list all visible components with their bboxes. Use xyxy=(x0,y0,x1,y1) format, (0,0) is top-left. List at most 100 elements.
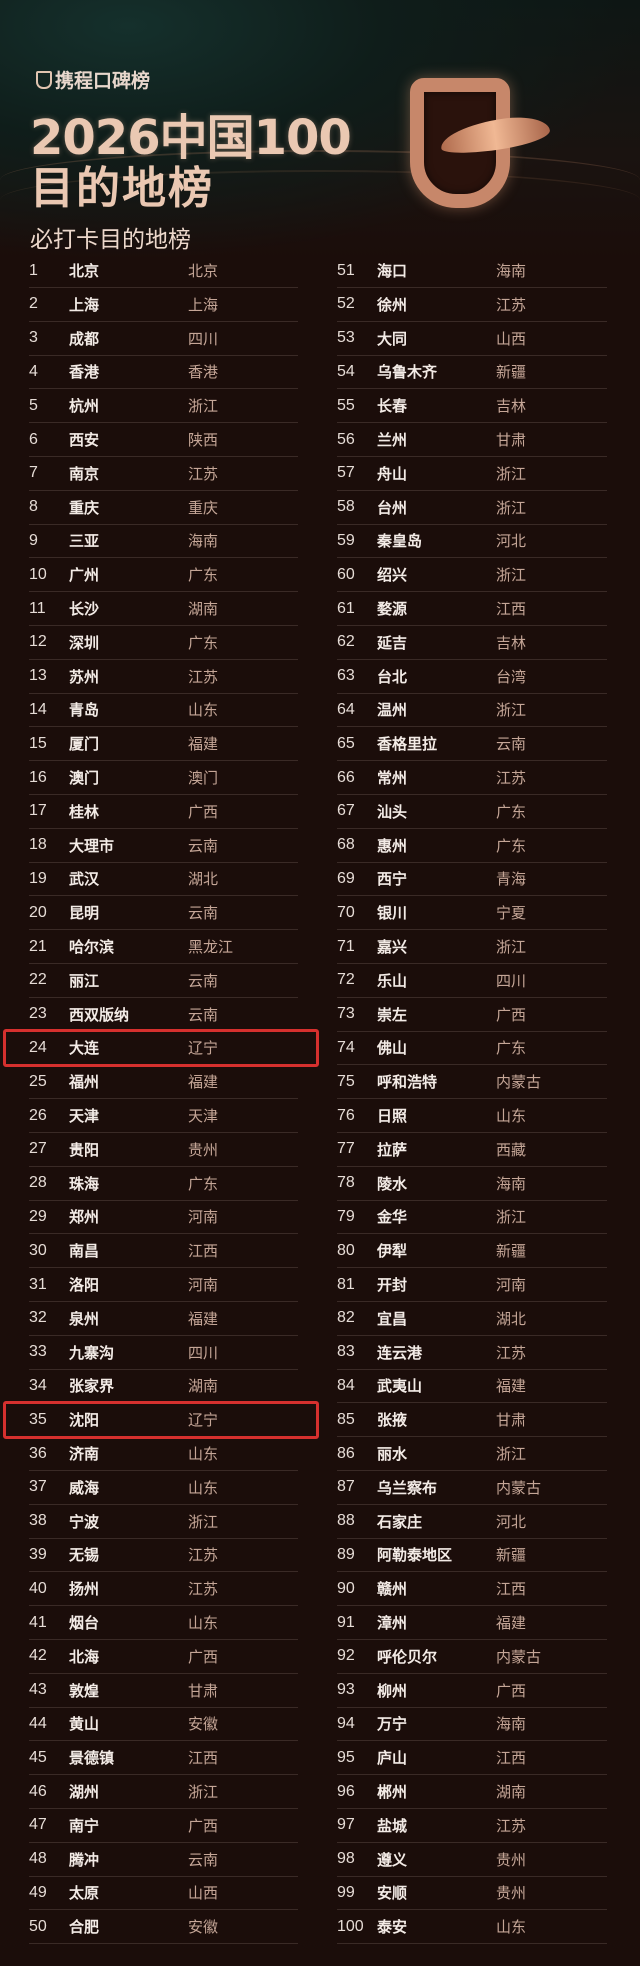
province-name: 台湾 xyxy=(496,667,527,686)
province-name: 福建 xyxy=(188,1309,219,1328)
ranking-row: 81 开封 河南 xyxy=(337,1268,607,1302)
ranking-row: 24 大连 辽宁 xyxy=(29,1031,298,1066)
rank-number: 46 xyxy=(29,1782,47,1800)
province-name: 浙江 xyxy=(496,498,527,517)
city-name: 拉萨 xyxy=(377,1140,408,1159)
ranking-row: 45 景德镇 江西 xyxy=(29,1741,298,1776)
province-name: 浙江 xyxy=(496,701,527,720)
city-name: 伊犁 xyxy=(377,1242,408,1261)
rank-number: 12 xyxy=(29,633,47,651)
ranking-row: 70 银川 宁夏 xyxy=(337,896,607,931)
province-name: 山东 xyxy=(188,1445,219,1463)
city-name: 敦煌 xyxy=(69,1681,100,1700)
rank-number: 2 xyxy=(29,295,38,313)
city-name: 婺源 xyxy=(377,600,408,618)
rank-number: 53 xyxy=(337,329,355,347)
ranking-row: 72 乐山 四川 xyxy=(337,964,607,998)
province-name: 福建 xyxy=(496,1377,527,1396)
province-name: 江苏 xyxy=(496,1343,527,1362)
province-name: 浙江 xyxy=(496,1445,527,1463)
ranking-row: 19 武汉 湖北 xyxy=(29,862,298,897)
rank-number: 88 xyxy=(337,1512,355,1530)
decorative-wave xyxy=(0,150,640,210)
city-name: 北京 xyxy=(69,262,100,280)
rank-number: 73 xyxy=(337,1005,355,1023)
ranking-row: 77 拉萨 西藏 xyxy=(337,1133,607,1167)
province-name: 北京 xyxy=(188,262,219,280)
city-name: 哈尔滨 xyxy=(69,938,115,956)
city-name: 台州 xyxy=(377,498,408,517)
rank-number: 87 xyxy=(337,1478,355,1496)
province-name: 江西 xyxy=(496,1580,527,1599)
rank-number: 68 xyxy=(337,836,355,854)
rank-number: 60 xyxy=(337,565,355,583)
province-name: 广东 xyxy=(188,1174,219,1193)
ranking-row: 39 无锡 江苏 xyxy=(29,1538,298,1573)
rank-number: 41 xyxy=(29,1613,47,1631)
province-name: 安徽 xyxy=(188,1715,219,1734)
rank-number: 98 xyxy=(337,1850,355,1868)
city-name: 香港 xyxy=(69,363,100,382)
province-name: 江西 xyxy=(188,1749,219,1768)
province-name: 福建 xyxy=(188,735,219,754)
city-name: 开封 xyxy=(377,1276,408,1294)
rank-number: 86 xyxy=(337,1444,355,1462)
city-name: 呼伦贝尔 xyxy=(377,1647,438,1666)
city-name: 香格里拉 xyxy=(377,735,438,754)
city-name: 盐城 xyxy=(377,1816,408,1835)
city-name: 石家庄 xyxy=(377,1512,423,1531)
city-name: 长沙 xyxy=(69,600,100,618)
rank-number: 22 xyxy=(29,971,47,989)
city-name: 沈阳 xyxy=(69,1411,100,1430)
ranking-row: 2 上海 上海 xyxy=(29,288,298,322)
city-name: 兰州 xyxy=(377,431,408,449)
city-name: 成都 xyxy=(69,329,100,348)
rank-number: 56 xyxy=(337,430,355,448)
rank-number: 63 xyxy=(337,667,355,685)
city-name: 洛阳 xyxy=(69,1276,100,1294)
rank-number: 26 xyxy=(29,1106,47,1124)
city-name: 宁波 xyxy=(69,1512,100,1531)
city-name: 昆明 xyxy=(69,904,100,923)
rank-number: 17 xyxy=(29,802,47,820)
rank-number: 72 xyxy=(337,971,355,989)
province-name: 陕西 xyxy=(188,431,219,449)
rank-number: 14 xyxy=(29,700,47,718)
ranking-row: 66 常州 江苏 xyxy=(337,761,607,795)
rank-number: 36 xyxy=(29,1444,47,1462)
rank-number: 25 xyxy=(29,1072,47,1090)
province-name: 湖北 xyxy=(188,870,219,889)
rank-number: 66 xyxy=(337,768,355,786)
ranking-row: 90 赣州 江西 xyxy=(337,1572,607,1607)
rank-number: 52 xyxy=(337,295,355,313)
rank-number: 84 xyxy=(337,1376,355,1394)
city-name: 漳州 xyxy=(377,1614,408,1632)
rank-number: 70 xyxy=(337,903,355,921)
city-name: 黄山 xyxy=(69,1715,100,1734)
rank-number: 21 xyxy=(29,937,47,955)
province-name: 广西 xyxy=(188,802,219,821)
ranking-row: 40 扬州 江苏 xyxy=(29,1572,298,1607)
province-name: 云南 xyxy=(188,971,219,990)
province-name: 贵州 xyxy=(496,1850,527,1869)
province-name: 云南 xyxy=(188,1850,219,1869)
rank-number: 80 xyxy=(337,1241,355,1259)
decorative-wave xyxy=(0,170,640,230)
rank-number: 54 xyxy=(337,362,355,380)
ranking-row: 50 合肥 安徽 xyxy=(29,1910,298,1945)
ranking-row: 37 威海 山东 xyxy=(29,1471,298,1505)
province-name: 宁夏 xyxy=(496,904,527,923)
city-name: 南京 xyxy=(69,464,100,483)
province-name: 广东 xyxy=(496,1039,527,1058)
city-name: 三亚 xyxy=(69,532,100,551)
rank-number: 23 xyxy=(29,1005,47,1023)
city-name: 常州 xyxy=(377,769,408,787)
ranking-row: 80 伊犁 新疆 xyxy=(337,1234,607,1269)
province-name: 云南 xyxy=(188,1005,219,1024)
ranking-row: 54 乌鲁木齐 新疆 xyxy=(337,355,607,390)
city-name: 杭州 xyxy=(69,397,100,416)
city-name: 上海 xyxy=(69,295,100,314)
city-name: 汕头 xyxy=(377,802,408,821)
province-name: 云南 xyxy=(188,836,219,855)
province-name: 广西 xyxy=(496,1681,527,1700)
